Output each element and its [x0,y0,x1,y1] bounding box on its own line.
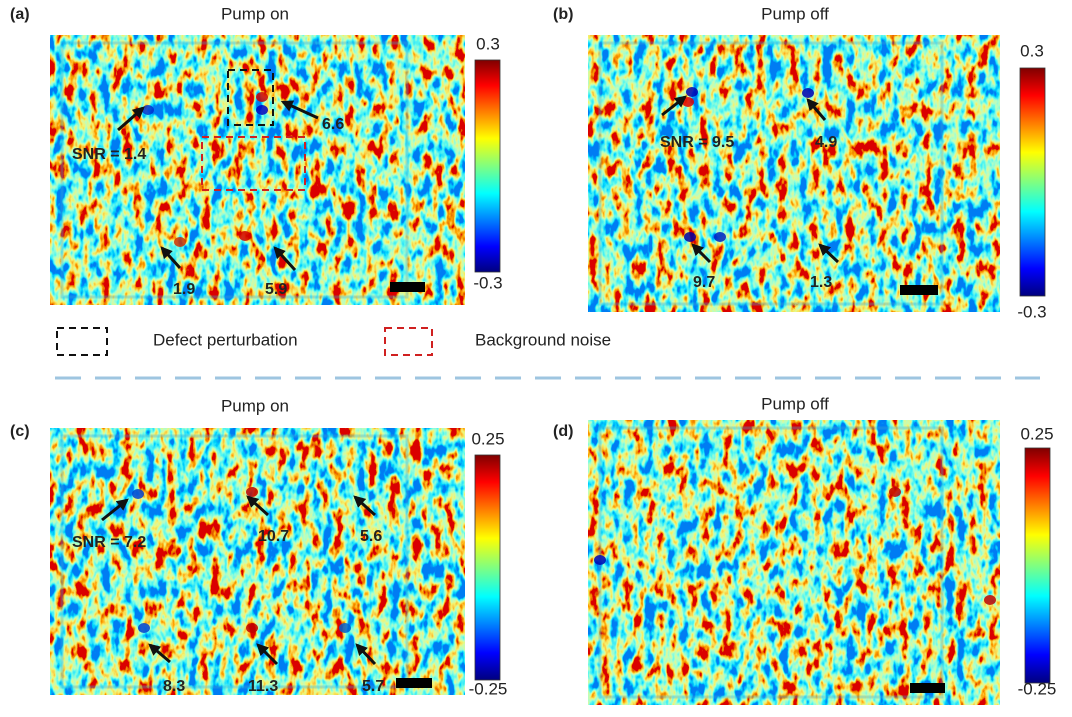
annotation: 5.7 [362,678,384,695]
figure: Defect perturbation Background noise Pum… [0,0,1072,712]
defect-spot [594,555,606,565]
legend-text: Background noise [475,330,611,349]
defect-spot [142,105,154,115]
annotation: SNR = 7.2 [72,534,146,551]
colorbar-tick-label: 0.25 [471,429,504,448]
defect-spot [714,232,726,242]
annotation: 5.9 [265,281,287,298]
annotation: SNR = 1.4 [72,146,146,163]
defect-spot [802,88,814,98]
panel-label: (b) [553,6,573,23]
annotation: 1.9 [173,281,195,298]
defect-spot [246,623,258,633]
scale-bar [390,282,425,292]
colorbar [475,60,500,272]
colorbar-tick-label: -0.3 [1017,302,1046,321]
scale-bar [900,285,938,295]
colorbar-tick-label: 0.3 [1020,41,1044,60]
scale-bar [396,678,432,688]
annotation: 6.6 [322,116,344,133]
defect-spot [174,237,186,247]
heatmap [588,35,1000,312]
colorbar-tick-label: -0.25 [469,679,508,698]
heatmap [50,35,465,305]
annotation: 4.9 [815,134,837,151]
panel-label: (c) [10,423,30,440]
colorbar-tick-label: -0.3 [473,273,502,292]
annotation: 1.3 [810,274,832,291]
panel-label: (d) [553,423,573,440]
colorbar [1020,68,1045,296]
colorbar [1025,448,1050,683]
colorbar [475,455,500,680]
colorbar-tick-label: 0.3 [476,34,500,53]
legend-text: Defect perturbation [153,330,298,349]
legend-swatch [385,328,432,355]
defect-spot [138,623,150,633]
colorbar-tick-label: -0.25 [1018,679,1057,698]
defect-spot [686,87,698,97]
panel-title: Pump off [761,394,829,413]
annotation: 5.6 [360,528,382,545]
panel-title: Pump on [221,396,289,415]
annotation: 9.7 [693,274,715,291]
defect-spot [256,105,268,115]
heatmap [50,428,465,695]
heatmap [588,420,1000,705]
defect-spot [132,489,144,499]
annotation: 8.3 [163,678,185,695]
annotation: SNR = 9.5 [660,134,734,151]
defect-spot [984,595,996,605]
defect-spot [684,232,696,242]
scale-bar [910,683,945,693]
panel-title: Pump on [221,4,289,23]
annotation: 10.7 [258,528,289,545]
defect-spot [239,231,251,241]
panel-title: Pump off [761,4,829,23]
defect-spot [339,623,351,633]
legend-swatch [57,328,107,355]
annotation: 11.3 [248,678,278,695]
colorbar-tick-label: 0.25 [1020,424,1053,443]
defect-spot [246,487,258,497]
panel-label: (a) [10,6,30,23]
defect-spot [889,487,901,497]
defect-spot [256,92,268,102]
